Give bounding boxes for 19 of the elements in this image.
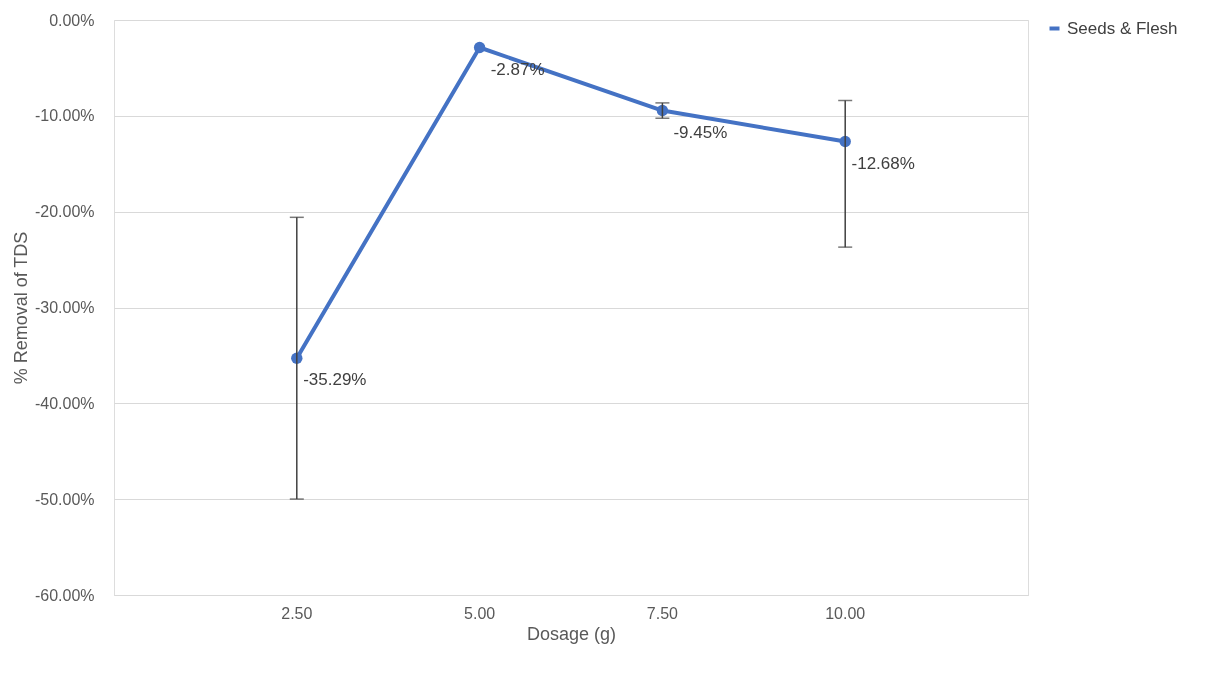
data-label: -12.68% xyxy=(851,153,915,173)
data-label: -35.29% xyxy=(303,370,367,390)
y-tick-label: 0.00% xyxy=(49,11,95,29)
point xyxy=(473,41,486,54)
data-label: -2.87% xyxy=(490,59,545,79)
x-tick-label: 10.00 xyxy=(825,604,866,622)
y-tick-label: -30.00% xyxy=(34,299,95,316)
y-tick-label: -10.00% xyxy=(34,107,95,125)
data-label: -9.45% xyxy=(673,122,728,142)
x-tick-label: 7.50 xyxy=(646,604,679,622)
y-axis-title: % Removal of TDS xyxy=(10,231,31,385)
y-tick-label: -50.00% xyxy=(34,490,95,508)
x-axis-title: Dosage (g) xyxy=(526,623,617,644)
x-tick-label: 5.00 xyxy=(464,604,496,622)
y-tick-label: -60.00% xyxy=(34,586,95,604)
x-tick-label: 2.50 xyxy=(281,604,313,622)
y-tick-label: -40.00% xyxy=(34,394,95,412)
legend-label: Seeds & Flesh xyxy=(1067,18,1178,38)
y-tick-label: -20.00% xyxy=(34,203,95,221)
